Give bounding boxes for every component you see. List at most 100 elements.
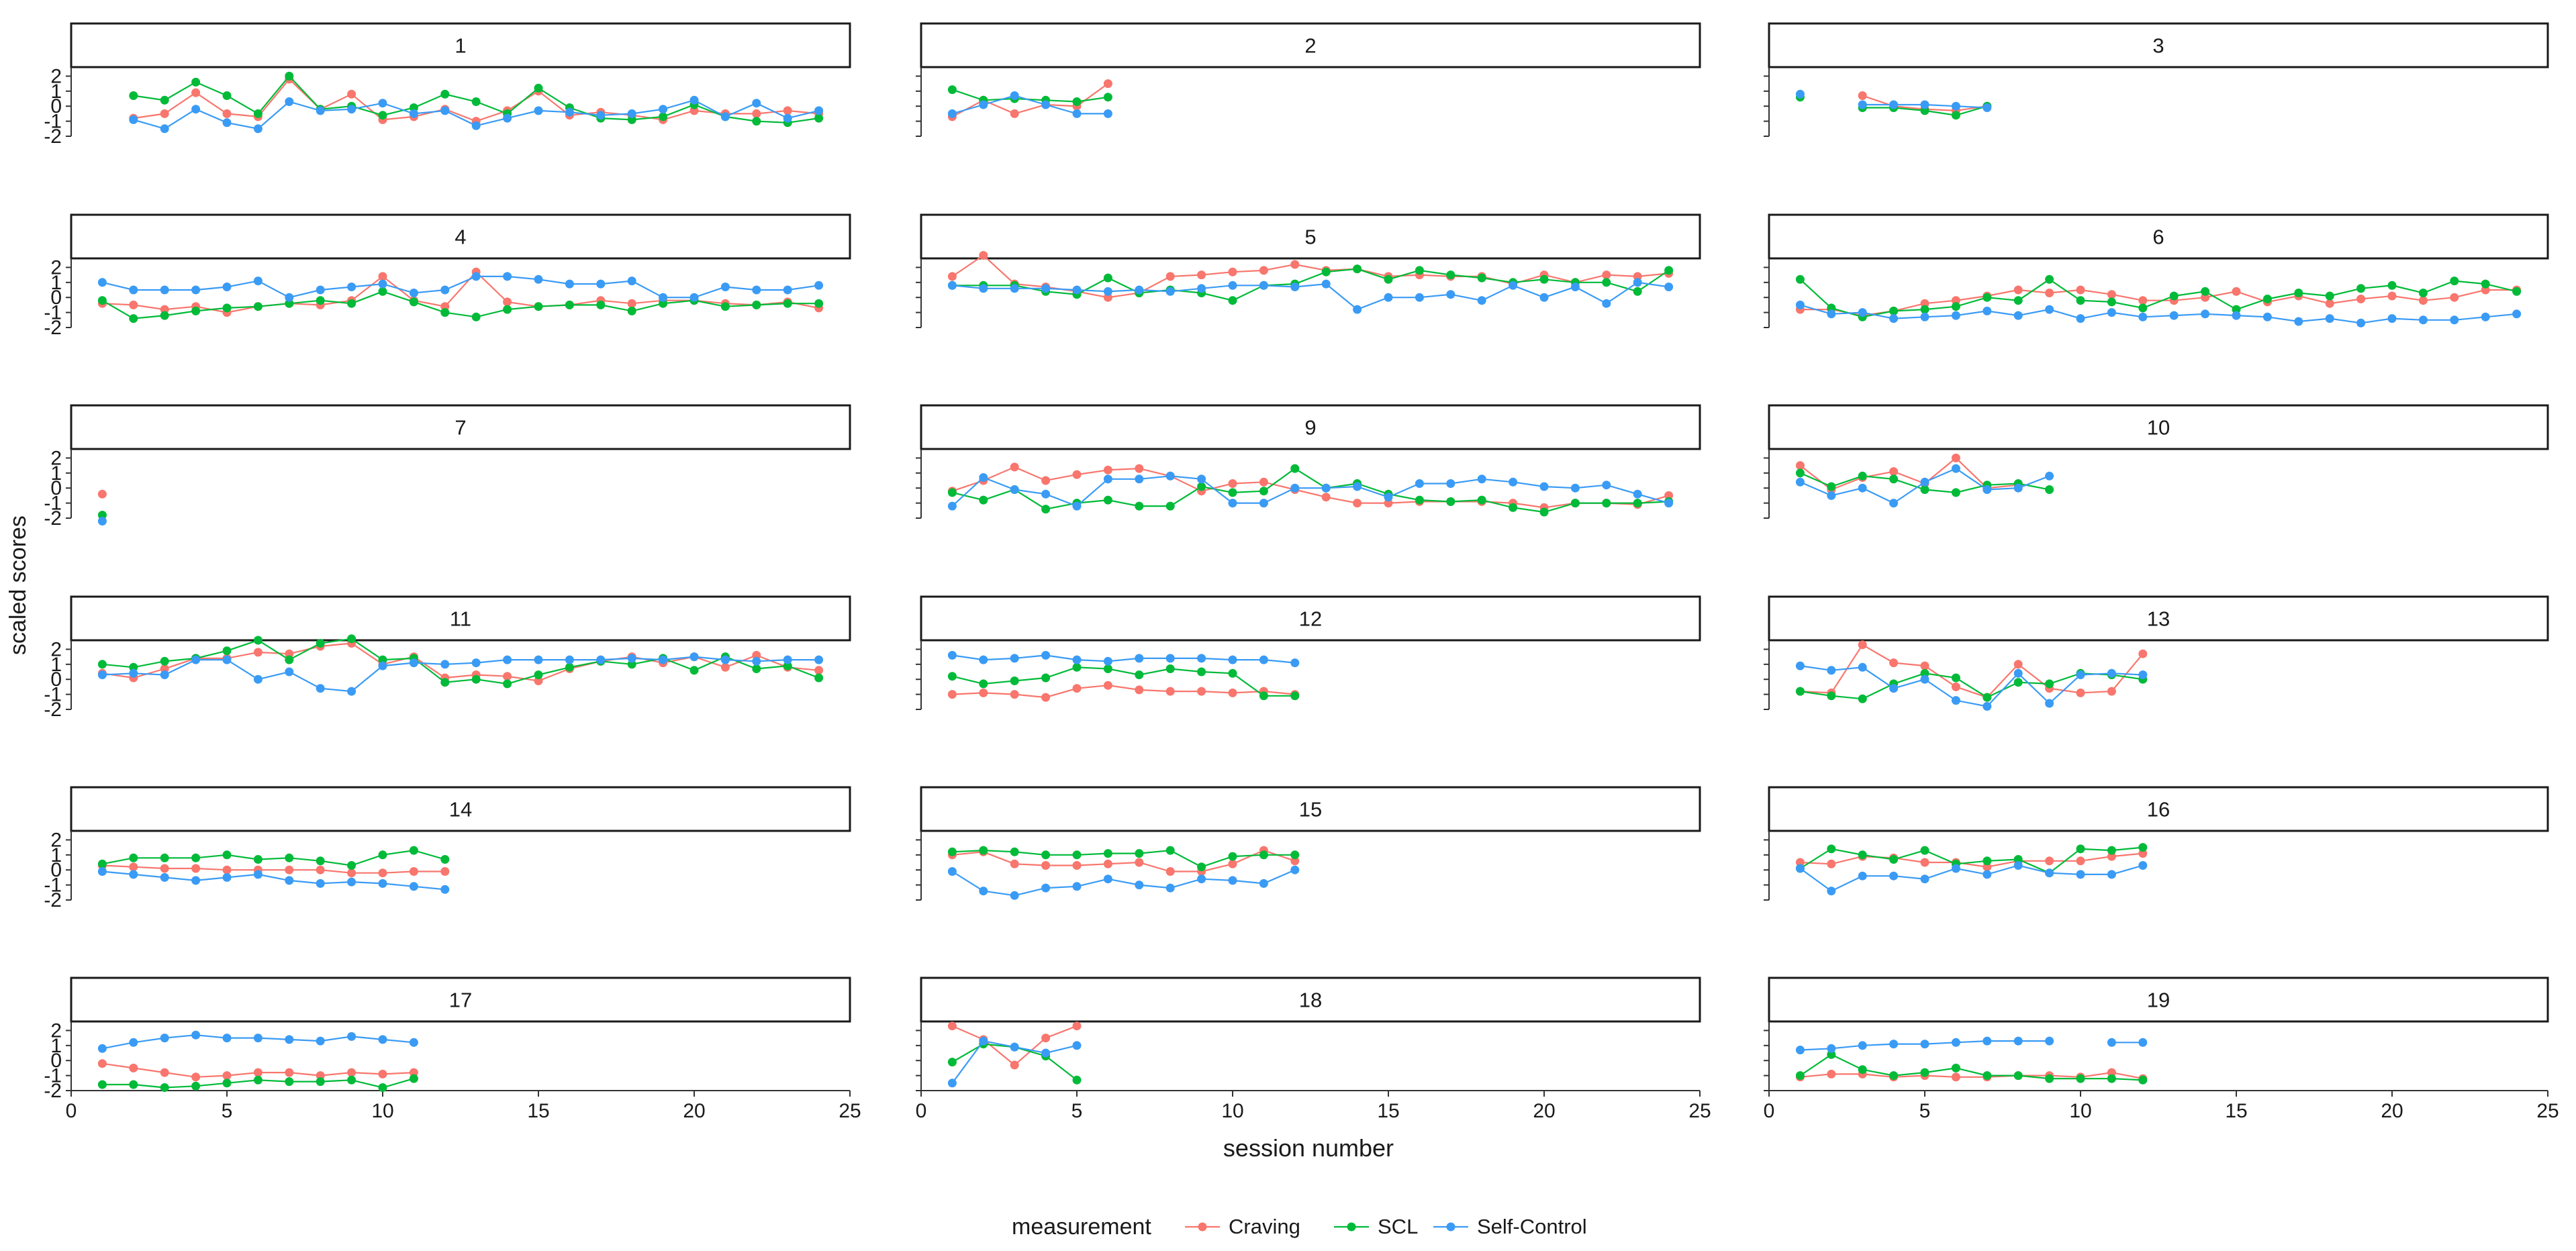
data-point bbox=[659, 299, 668, 308]
data-point bbox=[1951, 453, 1960, 462]
series-scl bbox=[947, 85, 1112, 106]
data-point bbox=[1072, 1041, 1082, 1050]
data-point bbox=[1041, 673, 1051, 683]
data-point bbox=[191, 88, 201, 97]
data-point bbox=[1477, 273, 1486, 283]
data-point bbox=[1446, 270, 1456, 280]
series-scl bbox=[97, 1074, 418, 1092]
data-point bbox=[316, 1071, 325, 1081]
data-point bbox=[253, 1075, 263, 1085]
data-point bbox=[1259, 879, 1268, 888]
data-point bbox=[347, 1075, 356, 1085]
data-point bbox=[565, 300, 574, 309]
data-point bbox=[814, 655, 824, 664]
y-tick-label: 2 bbox=[50, 829, 62, 851]
data-point bbox=[1795, 864, 1805, 873]
facet-strip bbox=[70, 213, 851, 260]
data-point bbox=[1920, 312, 1929, 321]
data-point bbox=[503, 297, 512, 307]
data-point bbox=[2232, 311, 2241, 320]
x-tick-label: 0 bbox=[1764, 1100, 1775, 1122]
series-self-control bbox=[947, 471, 1674, 511]
facet-panel-13: 13 bbox=[1764, 595, 2549, 711]
data-point bbox=[409, 289, 418, 297]
data-point bbox=[1889, 474, 1899, 484]
data-point bbox=[627, 115, 636, 124]
data-point bbox=[814, 673, 824, 683]
facet-panel-2: 2 bbox=[916, 22, 1701, 137]
series-line bbox=[1799, 864, 2144, 892]
data-point bbox=[1010, 462, 1019, 472]
facet-panel-6: 6 bbox=[1764, 213, 2549, 328]
y-tick-label: 2 bbox=[50, 65, 62, 87]
data-point bbox=[2013, 678, 2023, 687]
data-point bbox=[1602, 270, 1611, 280]
y-tick-label: -2 bbox=[44, 126, 62, 148]
data-point bbox=[191, 876, 201, 885]
data-point bbox=[1103, 93, 1112, 102]
data-point bbox=[222, 118, 232, 128]
data-point bbox=[1920, 858, 1929, 867]
series-line bbox=[102, 638, 819, 685]
data-point bbox=[347, 868, 356, 878]
data-point bbox=[947, 109, 957, 118]
x-tick-label: 5 bbox=[1071, 1100, 1083, 1122]
data-point bbox=[1827, 491, 1836, 500]
data-point bbox=[1103, 859, 1112, 868]
data-point bbox=[2387, 291, 2397, 301]
facet-panel-3: 3 bbox=[1764, 22, 2549, 137]
series-line bbox=[102, 275, 819, 299]
data-point bbox=[2450, 277, 2459, 286]
series-craving bbox=[97, 861, 450, 878]
facet-panel-12: 12 bbox=[916, 595, 1701, 710]
data-point bbox=[2013, 311, 2023, 320]
data-point bbox=[947, 1079, 957, 1088]
data-point bbox=[1983, 103, 1992, 112]
data-point bbox=[471, 312, 481, 321]
data-point bbox=[783, 285, 792, 295]
facet-strip bbox=[920, 404, 1701, 450]
data-point bbox=[1103, 465, 1112, 474]
data-point bbox=[1920, 299, 1929, 308]
data-point bbox=[1353, 499, 1362, 508]
series-self-control bbox=[1795, 300, 2522, 328]
data-point bbox=[1041, 850, 1051, 860]
data-point bbox=[565, 655, 574, 664]
data-point bbox=[378, 655, 387, 664]
data-point bbox=[471, 674, 481, 684]
data-point bbox=[1920, 661, 1929, 670]
series-line bbox=[951, 83, 1109, 117]
data-point bbox=[1228, 859, 1237, 868]
data-point bbox=[1010, 284, 1019, 293]
data-point bbox=[1103, 293, 1112, 302]
data-point bbox=[1165, 867, 1175, 876]
data-point bbox=[1795, 468, 1805, 478]
data-point bbox=[191, 105, 201, 114]
series-self-control bbox=[97, 272, 824, 302]
data-point bbox=[1259, 499, 1268, 508]
data-point bbox=[1072, 501, 1082, 511]
data-point bbox=[440, 89, 450, 99]
data-point bbox=[979, 679, 988, 689]
data-point bbox=[160, 853, 169, 862]
data-point bbox=[1858, 100, 1867, 109]
data-point bbox=[316, 856, 325, 866]
data-point bbox=[347, 861, 356, 870]
data-point bbox=[1951, 1038, 1960, 1047]
data-point bbox=[1135, 685, 1144, 695]
data-point bbox=[1920, 100, 1929, 109]
series-line bbox=[1800, 665, 2143, 707]
facet-strip-label: 1 bbox=[455, 34, 466, 58]
data-point bbox=[2481, 285, 2490, 295]
facet-strip bbox=[70, 977, 851, 1023]
series-scl bbox=[97, 846, 450, 870]
series-scl bbox=[947, 846, 1300, 872]
facet-strip bbox=[920, 595, 1701, 642]
data-point bbox=[2418, 289, 2428, 297]
y-tick-label: -2 bbox=[44, 889, 62, 911]
data-point bbox=[1602, 499, 1611, 508]
data-point bbox=[316, 285, 325, 295]
series-scl bbox=[97, 287, 824, 323]
x-tick-label: 0 bbox=[916, 1100, 927, 1122]
